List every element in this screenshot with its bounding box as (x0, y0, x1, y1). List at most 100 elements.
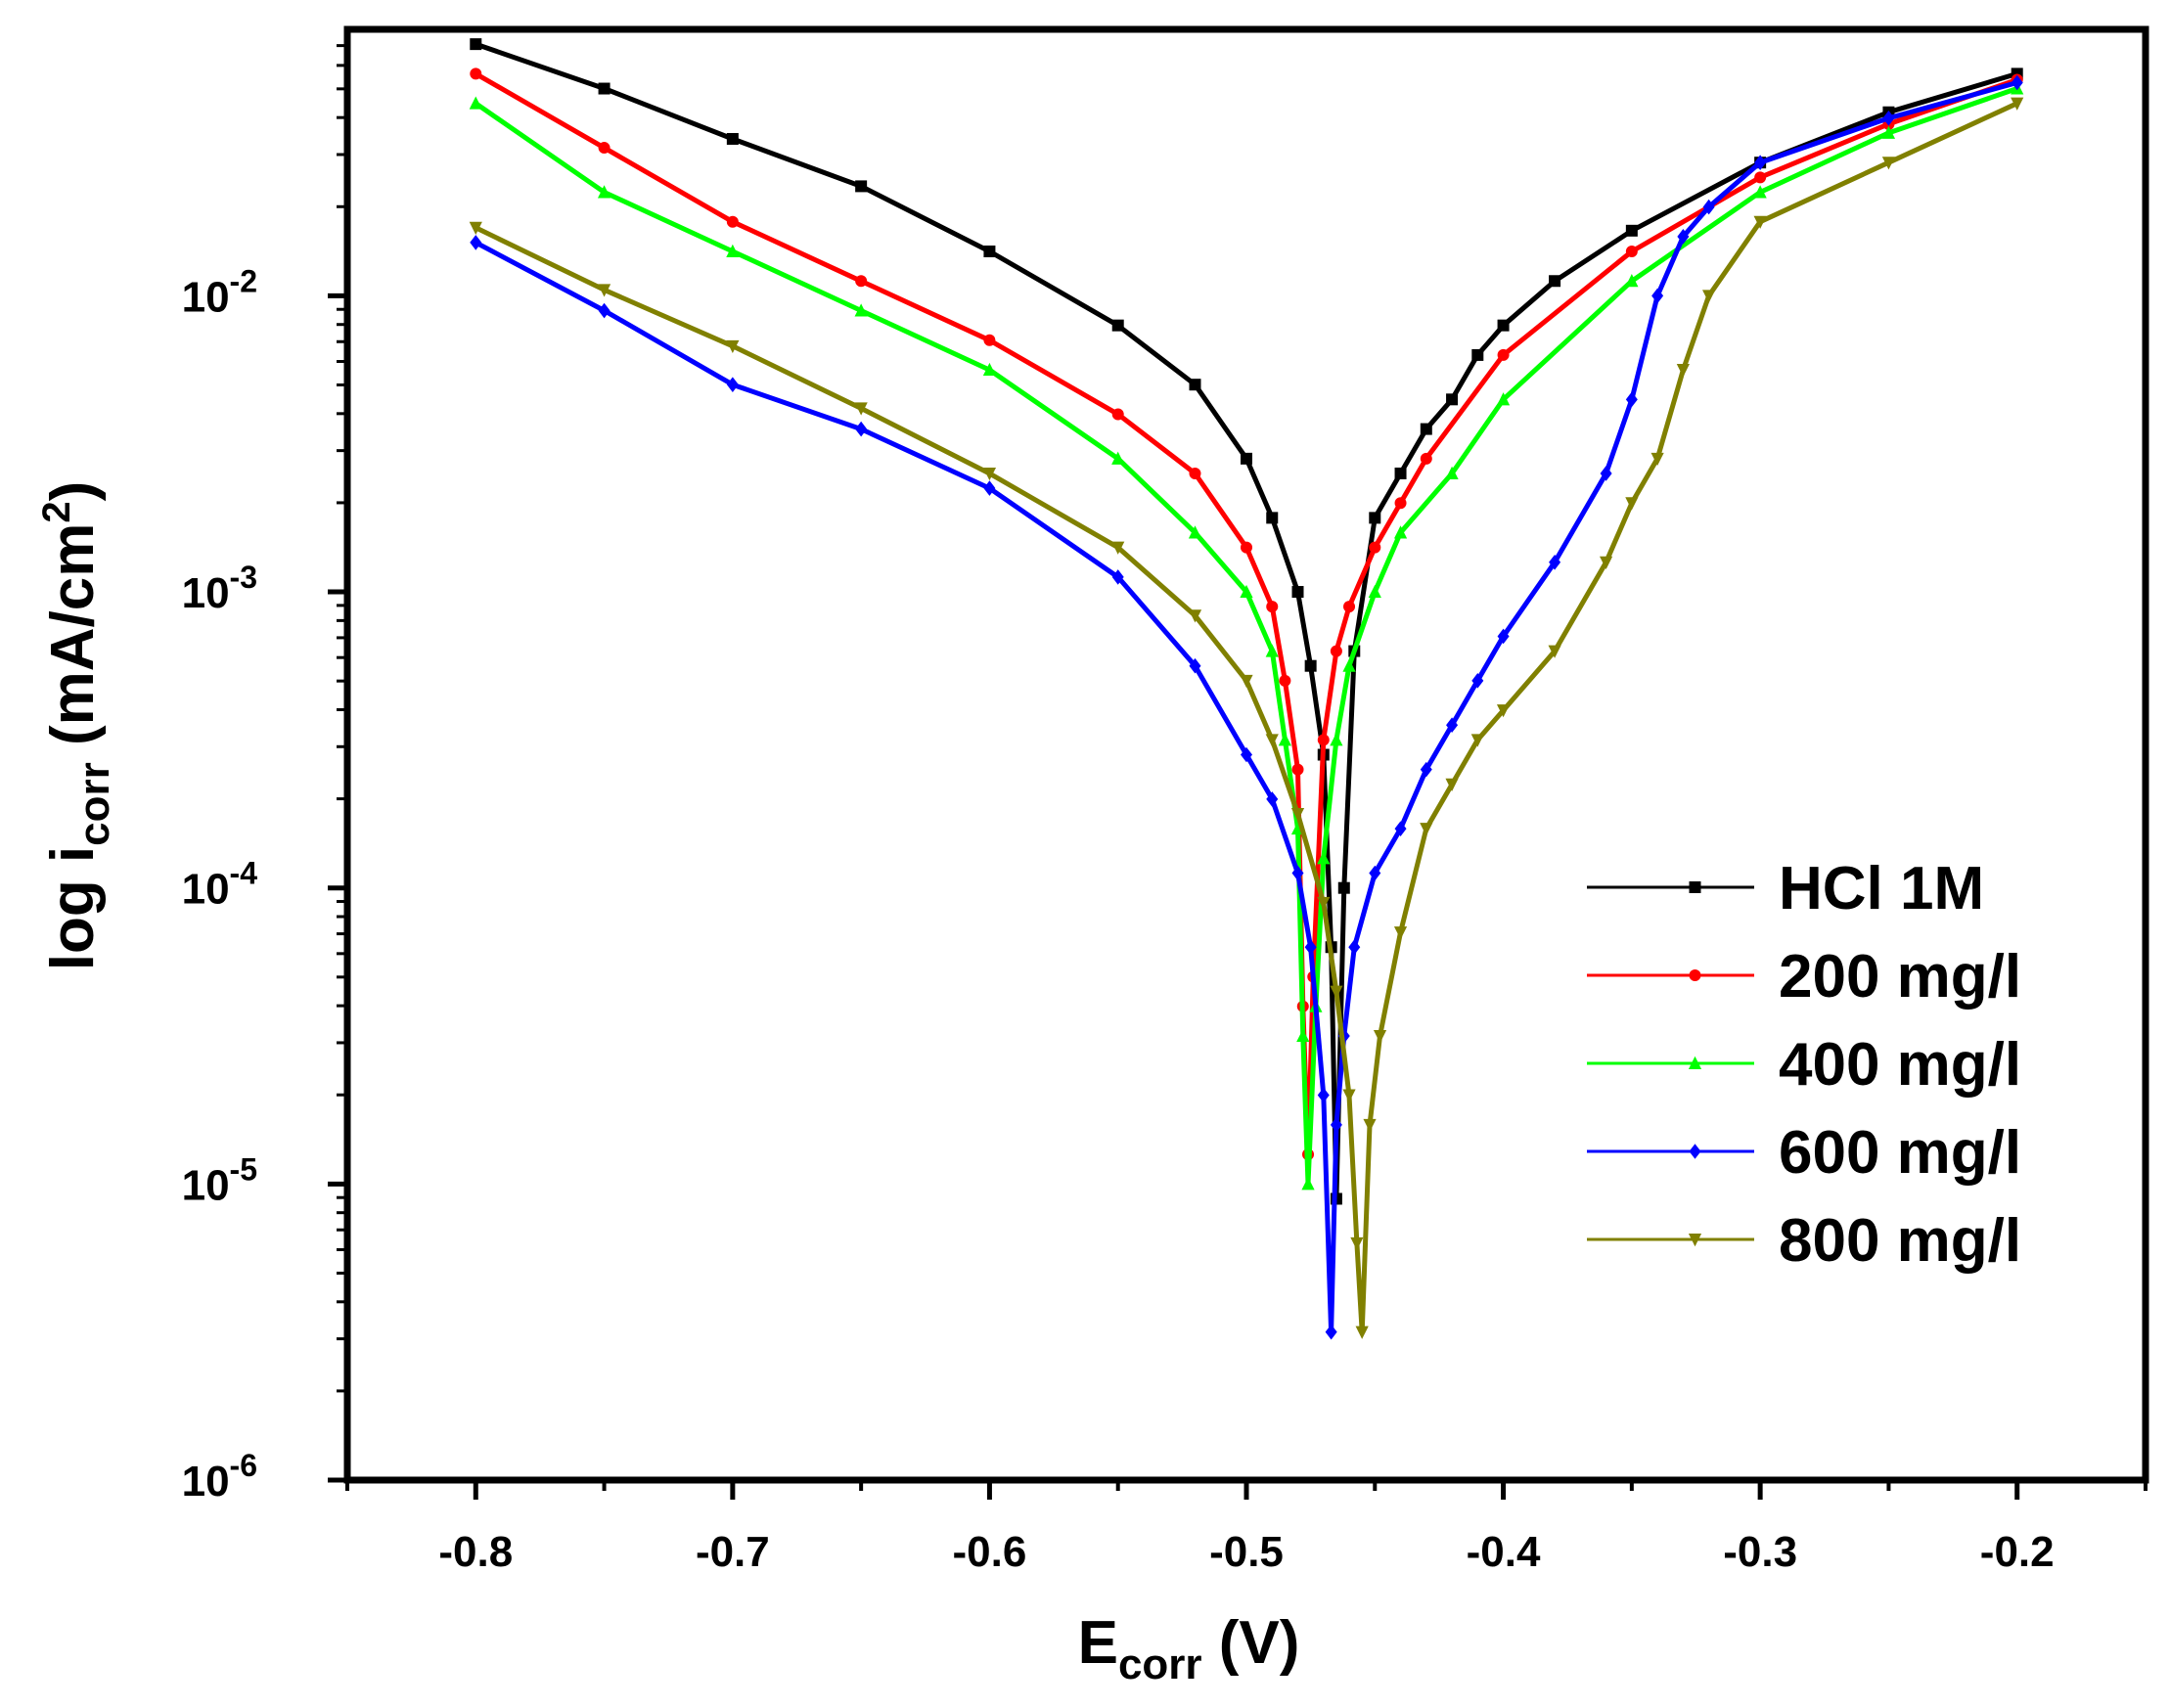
data-point (1549, 554, 1561, 570)
data-point (2011, 97, 2024, 111)
legend-label: 200 mg/l (1779, 943, 2021, 1011)
data-point (1625, 497, 1639, 511)
data-point (1446, 717, 1459, 734)
data-point (1369, 865, 1381, 881)
data-point (1266, 512, 1279, 524)
data-point (1266, 791, 1279, 807)
data-point (1369, 541, 1381, 554)
data-point (1241, 746, 1252, 763)
data-point (1445, 778, 1459, 791)
data-point (982, 362, 997, 377)
data-point (1651, 288, 1664, 304)
data-point (470, 67, 482, 80)
data-point (1394, 821, 1407, 836)
data-point (1394, 467, 1407, 479)
data-point (1625, 224, 1638, 237)
data-point (1342, 1089, 1356, 1102)
y-tick-label: 10-3 (182, 560, 257, 617)
data-point (597, 284, 611, 297)
data-point (469, 221, 482, 235)
data-point (1753, 185, 1767, 199)
x-axis-title: Ecorr (V) (1078, 1609, 1300, 1688)
data-point (726, 377, 739, 392)
data-point (1676, 364, 1690, 378)
data-point (1240, 584, 1253, 599)
data-point (1702, 290, 1716, 303)
data-point (726, 215, 739, 228)
legend-label: 400 mg/l (1779, 1031, 2021, 1099)
data-point (1394, 497, 1407, 510)
data-point (1317, 896, 1331, 911)
series-2 (469, 81, 2024, 1191)
data-point (1497, 628, 1510, 645)
series-line (475, 41, 2018, 1201)
data-point (1291, 586, 1304, 599)
data-point (1241, 452, 1252, 465)
data-point (1304, 939, 1317, 956)
data-point (1677, 229, 1690, 245)
data-point (1111, 451, 1125, 465)
data-point (1266, 601, 1279, 613)
data-point (1650, 452, 1664, 467)
series-4 (469, 97, 2024, 1339)
data-point (1600, 466, 1612, 481)
data-point (1111, 541, 1125, 555)
series-line (474, 86, 2018, 1187)
data-point (1445, 466, 1459, 479)
data-point (983, 245, 996, 257)
series-0 (470, 38, 2023, 1205)
data-point (597, 185, 611, 199)
data-point (598, 82, 610, 95)
legend-marker (1689, 881, 1701, 893)
data-point (1363, 1118, 1377, 1133)
x-tick-label: -0.2 (1980, 1528, 2055, 1576)
data-point (1548, 645, 1561, 658)
y-tick-label: 10-5 (182, 1151, 257, 1209)
data-point (1754, 171, 1767, 184)
data-point (1754, 155, 1767, 170)
data-point (1317, 1087, 1330, 1103)
data-point (1325, 1324, 1337, 1340)
data-point (726, 339, 740, 354)
data-point (1241, 541, 1252, 554)
data-point (1393, 525, 1408, 539)
data-point (1625, 391, 1638, 408)
data-point (983, 480, 996, 496)
data-point (854, 303, 868, 317)
data-point (1337, 881, 1350, 894)
data-point (1189, 379, 1201, 391)
data-point (1350, 1236, 1364, 1251)
data-point (1881, 125, 1896, 139)
legend-marker (1688, 1234, 1702, 1247)
legend-label: 800 mg/l (1779, 1207, 2021, 1275)
data-point (1420, 452, 1432, 465)
data-point (1625, 245, 1638, 257)
data-point (1881, 157, 1896, 170)
data-point (1330, 1117, 1342, 1133)
data-point (1369, 512, 1381, 524)
data-point (1625, 274, 1639, 288)
data-point (854, 402, 868, 416)
x-tick-label: -0.5 (1209, 1528, 1284, 1576)
data-point (1188, 609, 1202, 623)
data-point (1702, 199, 1715, 215)
data-point (1471, 348, 1484, 361)
data-point (1496, 704, 1511, 718)
y-axis-title: log icorr (mA/cm2) (35, 481, 118, 971)
data-point (1317, 734, 1330, 746)
data-point (1355, 1326, 1369, 1339)
data-point (1497, 348, 1510, 361)
data-point (1265, 734, 1279, 747)
legend-marker (1688, 1056, 1702, 1069)
data-point (1301, 1177, 1315, 1191)
x-tick-label: -0.3 (1723, 1528, 1797, 1576)
data-point (855, 180, 868, 193)
x-tick-label: -0.4 (1467, 1528, 1541, 1576)
data-point (1600, 556, 1613, 569)
data-point (1189, 467, 1201, 479)
axes: -0.8 -0.7 -0.6 -0.5 -0.4 -0.3 -0.2 10-6 10-5 10-4… (182, 44, 2147, 1576)
data-point (1549, 275, 1561, 288)
data-point (855, 421, 868, 437)
data-point (1291, 763, 1304, 776)
data-point (1111, 319, 1124, 332)
